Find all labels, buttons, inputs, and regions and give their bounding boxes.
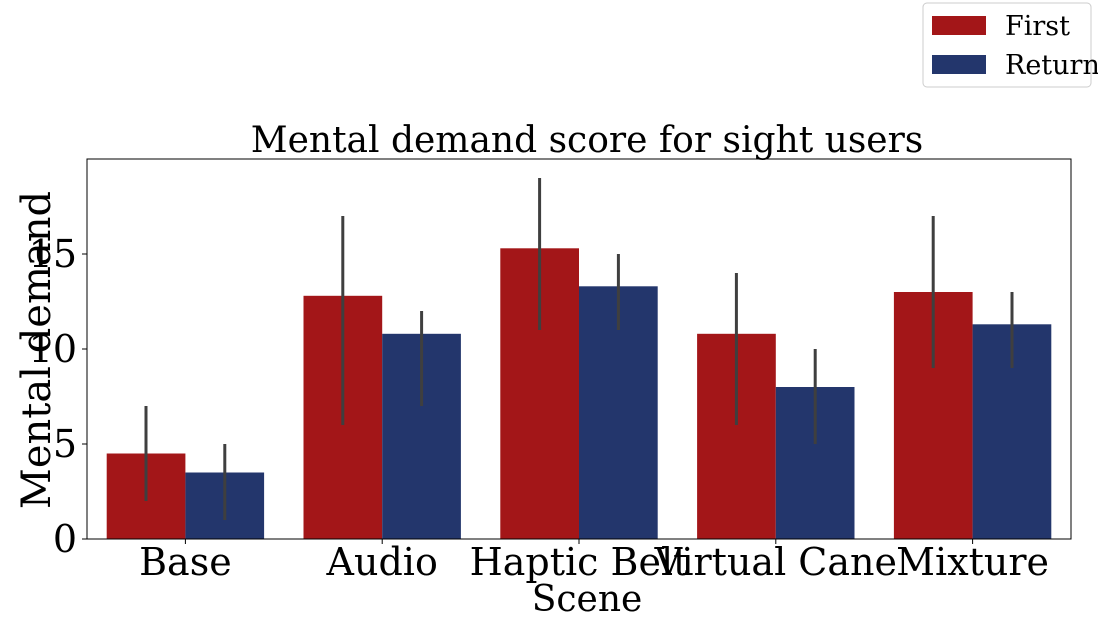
x-tick-label: Virtual Cane [654, 540, 897, 584]
bars-layer [106, 248, 1052, 540]
y-tick-label: 10 [29, 327, 77, 371]
y-tick-label: 5 [53, 422, 77, 466]
error-bars-layer [144, 178, 1014, 520]
y-tick-label: 15 [29, 232, 77, 276]
legend: First Return [922, 2, 1098, 88]
legend-label-return: Return [1005, 50, 1098, 81]
legend-label-first: First [1005, 11, 1070, 42]
x-tick-label: Audio [326, 540, 438, 584]
y-axis-ticks: 0 5 10 15 [29, 232, 87, 561]
x-tick-label: Base [139, 540, 232, 584]
y-tick-label: 0 [53, 517, 77, 561]
x-tick-label: Haptic Belt [470, 540, 689, 584]
legend-swatch-first [932, 16, 986, 35]
chart-title: Mental demand score for sight users [251, 120, 924, 161]
x-axis-label: Scene [532, 579, 643, 620]
legend-swatch-return [932, 55, 986, 74]
y-axis-label: Mental demand [14, 191, 60, 509]
x-tick-label: Mixture [896, 540, 1049, 584]
